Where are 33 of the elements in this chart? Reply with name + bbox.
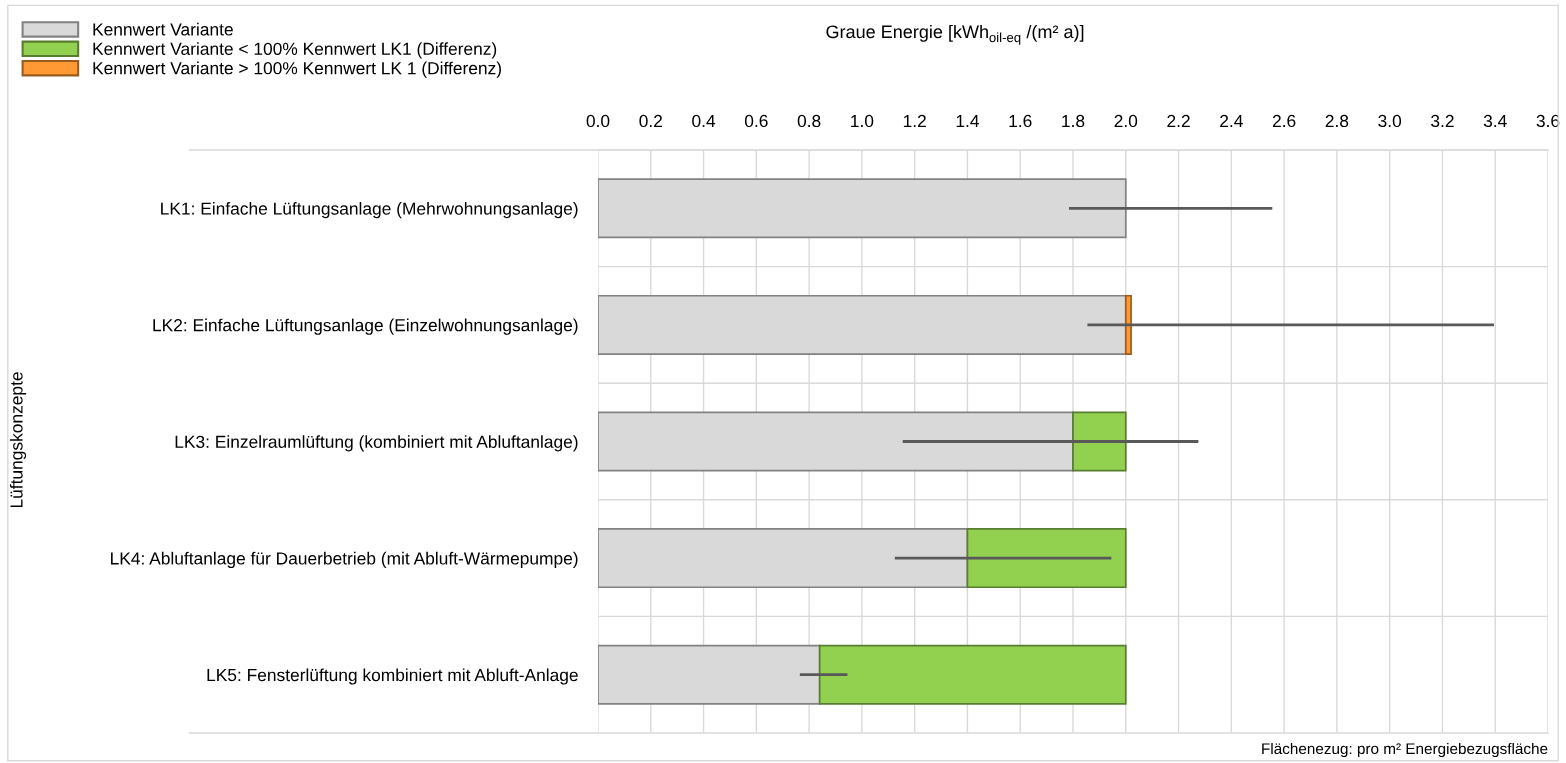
x-tick-label: 2.0 (1114, 114, 1138, 128)
y-tick-label: LK5: Fensterlüftung kombiniert mit Abluft-Anlage (207, 668, 578, 685)
legend-label: Kennwert Variante (93, 22, 233, 36)
x-tick-label: 2.6 (1272, 114, 1296, 128)
x-tick-label: 2.4 (1220, 114, 1243, 127)
x-tick-label: 1.0 (851, 114, 874, 128)
legend-label: Kennwert Variante > 100% Kennwert LK 1 (Differenz) (93, 61, 501, 78)
x-tick-label: 3.6 (1536, 114, 1560, 128)
x-tick-label: 2.2 (1167, 114, 1190, 127)
x-tick-label: 3.2 (1431, 114, 1454, 128)
bar (966, 528, 1127, 589)
x-tick-label: 1.8 (1062, 114, 1085, 128)
y-tick-label: LK4: Abluftanlage für Dauerbetrieb (mit Abluft-Wärmepumpe) (111, 551, 578, 568)
x-tick-label: 1.4 (956, 115, 979, 127)
y-tick-label: LK3: Einzelraumlüftung (kombiniert mit Abluftanlage) (175, 435, 578, 452)
bar (818, 644, 1127, 705)
x-tick-label: 2.8 (1325, 114, 1349, 128)
bar (1072, 411, 1127, 472)
legend-label: Kennwert Variante < 100% Kennwert LK1 (Differenz) (93, 42, 497, 59)
y-tick-label: LK2: Einfache Lüftungsanlage (Einzelwohnungsanlage) (153, 318, 578, 335)
x-tick-label: 1.6 (1009, 114, 1032, 128)
x-tick-label: 1.2 (903, 114, 926, 127)
bar (1124, 294, 1132, 355)
y-tick-label: LK1: Einfache Lüftungsanlage (Mehrwohnungsanlage) (161, 202, 578, 219)
y-axis-title: Lüftungskonzepte (9, 372, 27, 508)
x-tick-label: 0.4 (692, 114, 716, 128)
text: Flächenezug: pro m² Energiebezugsfläche (1262, 742, 1548, 758)
x-tick-label: 3.0 (1378, 114, 1402, 128)
x-tick-label: 3.4 (1483, 114, 1507, 128)
x-tick-label: 0.6 (744, 114, 768, 128)
x-tick-label: 0.0 (586, 114, 610, 128)
x-tick-label: 0.2 (639, 114, 662, 128)
x-tick-label: 0.8 (797, 114, 821, 128)
